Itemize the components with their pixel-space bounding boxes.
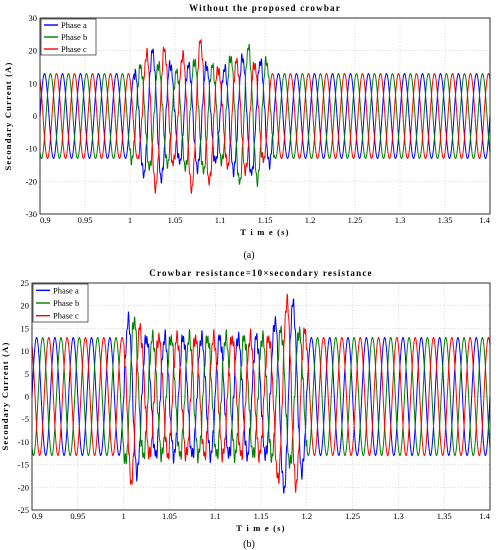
y-tick-label: 10	[21, 346, 30, 356]
x-tick-label: 1.2	[305, 215, 316, 225]
chart-a-ticks: 0.9 0.95 1 1.05 1.1 1.15 1.2 1.25 1.3 1.35 1.4 30 20…	[26, 13, 491, 225]
chart-b-frame	[31, 282, 491, 511]
series-line-phase-c	[31, 293, 491, 493]
y-tick-label: -20	[26, 176, 37, 186]
legend-label: Phase c	[53, 311, 79, 321]
legend-label: Phase a	[61, 20, 87, 30]
chart-a-ylabel: Secondary Current (A)	[3, 61, 13, 170]
legend-label: Phase b	[61, 32, 87, 42]
y-tick-label: 0	[33, 111, 37, 121]
x-tick-label: 1.35	[437, 511, 452, 521]
y-tick-label: 5	[25, 369, 29, 379]
x-tick-label: 0.9	[40, 215, 51, 225]
y-tick-label: -20	[18, 482, 29, 492]
x-tick-label: 1.4	[479, 511, 490, 521]
x-tick-label: 1.25	[348, 215, 363, 225]
x-tick-label: 0.95	[78, 215, 93, 225]
y-tick-label: -10	[26, 144, 37, 154]
x-tick-label: 1.35	[438, 215, 453, 225]
y-tick-label: -25	[18, 505, 29, 515]
legend-label: Phase c	[61, 44, 87, 54]
x-tick-label: 1	[128, 215, 132, 225]
y-tick-label: -30	[26, 209, 37, 219]
chart-b-subcaption: (b)	[243, 539, 255, 550]
x-tick-label: 1.3	[395, 215, 406, 225]
series-line-phase-a	[39, 48, 491, 184]
chart-b-ticks: 0.9 0.95 1 1.05 1.1 1.15 1.2 1.25 1.3 1.35 1.4 25 20…	[18, 278, 491, 521]
chart-a-xlabel: T i m e (s)	[240, 227, 289, 237]
legend-label: Phase b	[53, 298, 79, 308]
x-tick-label: 1.2	[301, 511, 312, 521]
chart-b-title: Crowbar resistance=10×secondary resistan…	[149, 268, 372, 278]
y-tick-label: 25	[21, 278, 30, 288]
x-tick-label: 1.1	[215, 215, 226, 225]
chart-a-legend: Phase a Phase b Phase c	[40, 18, 97, 56]
chart-a-title: Without the proposed crowbar	[189, 3, 341, 13]
x-tick-label: 0.9	[32, 511, 43, 521]
chart-b-ylabel: Secondary Current (A)	[0, 341, 10, 450]
y-tick-label: -10	[18, 437, 29, 447]
chart-a: 0.9 0.95 1 1.05 1.1 1.15 1.2 1.25 1.3 1.35 1.4 30 20…	[3, 3, 491, 261]
x-tick-label: 1	[121, 511, 125, 521]
x-tick-label: 1.05	[168, 215, 183, 225]
y-tick-label: -5	[22, 414, 29, 424]
x-tick-label: 1.05	[162, 511, 177, 521]
series-line-phase-b	[31, 316, 491, 469]
legend-label: Phase a	[53, 285, 79, 295]
chart-b-xlabel: T i m e (s)	[236, 523, 285, 533]
chart-b-series	[31, 293, 491, 494]
x-tick-label: 1.15	[258, 215, 273, 225]
chart-a-subcaption: (a)	[243, 250, 254, 261]
y-tick-label: 0	[25, 392, 29, 402]
y-tick-label: -15	[18, 460, 29, 470]
y-tick-label: 20	[29, 46, 38, 56]
chart-a-series	[39, 38, 491, 195]
y-tick-label: 30	[29, 13, 38, 23]
y-tick-label: 10	[29, 78, 38, 88]
chart-b: 0.9 0.95 1 1.05 1.1 1.15 1.2 1.25 1.3 1.35 1.4 25 20…	[0, 268, 491, 550]
x-tick-label: 1.25	[345, 511, 360, 521]
x-tick-label: 1.3	[393, 511, 404, 521]
chart-b-legend: Phase a Phase b Phase c	[32, 283, 89, 323]
chart-a-frame	[39, 17, 491, 215]
series-line-phase-b	[39, 43, 491, 188]
y-tick-label: 20	[21, 301, 30, 311]
x-tick-label: 1.1	[210, 511, 221, 521]
x-tick-label: 1.15	[254, 511, 269, 521]
series-line-phase-c	[39, 38, 491, 195]
x-tick-label: 0.95	[70, 511, 85, 521]
y-tick-label: 15	[21, 323, 30, 333]
x-tick-label: 1.4	[479, 215, 490, 225]
series-line-phase-a	[31, 298, 491, 494]
